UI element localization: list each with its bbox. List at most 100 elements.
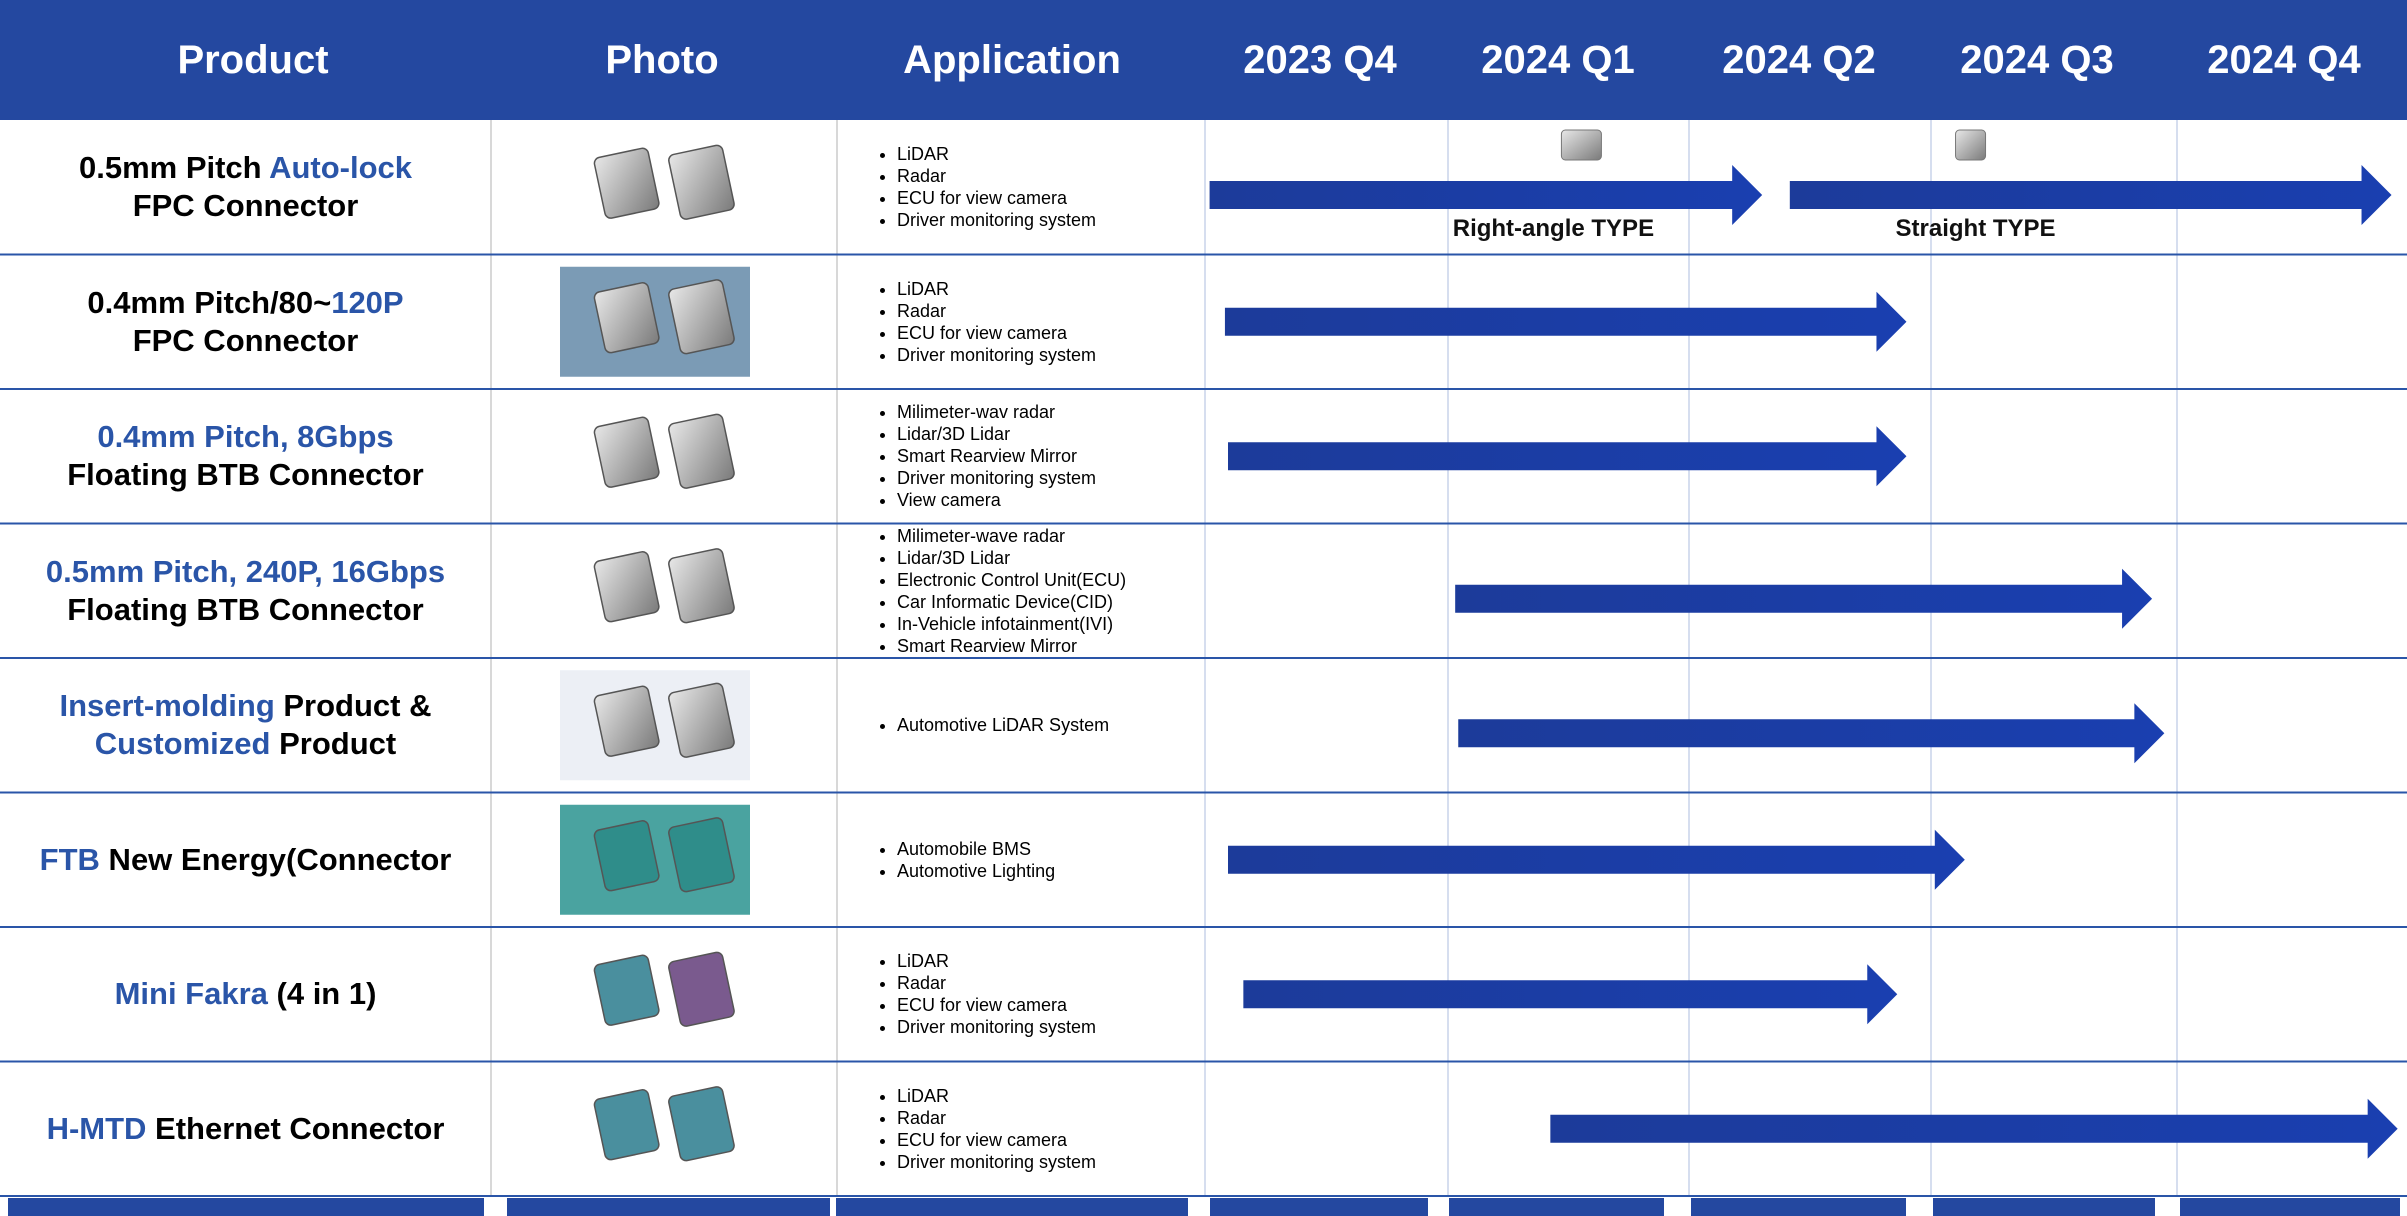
application-cell: LiDARRadarECU for view cameraDriver moni… xyxy=(837,927,1190,1062)
product-line: 0.4mm Pitch, 8Gbps xyxy=(97,418,393,456)
product-text: 120P xyxy=(331,284,404,320)
product-photo-part xyxy=(668,951,735,1027)
application-item: LiDAR xyxy=(897,143,1190,165)
application-list: LiDARRadarECU for view cameraDriver moni… xyxy=(837,143,1190,231)
footer-bar xyxy=(836,1198,1188,1216)
timeline-arrow xyxy=(1550,1098,2398,1159)
application-list: LiDARRadarECU for view cameraDriver moni… xyxy=(837,1085,1190,1173)
application-list: LiDARRadarECU for view cameraDriver moni… xyxy=(837,278,1190,366)
product-text: Customized xyxy=(94,726,271,762)
product-photo-part xyxy=(593,147,660,219)
application-cell: Milimeter-wav radarLidar/3D LidarSmart R… xyxy=(837,389,1190,524)
product-photo-part xyxy=(668,279,735,355)
product-line: FPC Connector xyxy=(133,322,359,360)
column-header: 2023 Q4 xyxy=(1243,37,1397,82)
product-photo-part xyxy=(668,144,735,220)
application-cell: LiDARRadarECU for view cameraDriver moni… xyxy=(837,120,1190,255)
product-name: Insert-molding Product & Customized Produ… xyxy=(0,658,491,793)
application-item: Radar xyxy=(897,1107,1190,1129)
product-photo-part xyxy=(668,413,735,489)
application-item: Milimeter-wave radar xyxy=(897,525,1190,547)
application-item: Lidar/3D Lidar xyxy=(897,423,1190,445)
product-line: Customized Product xyxy=(95,725,396,763)
product-text: Product xyxy=(270,726,397,762)
product-photo-part xyxy=(593,282,660,354)
product-text: FTB xyxy=(39,841,100,877)
header-bar xyxy=(0,0,2407,120)
product-line: FTB New Energy(Connector xyxy=(40,841,452,879)
application-list: Milimeter-wave radarLidar/3D LidarElectr… xyxy=(837,525,1190,657)
application-item: Car Informatic Device(CID) xyxy=(897,591,1190,613)
column-header: Photo xyxy=(605,37,719,82)
application-item: Driver monitoring system xyxy=(897,344,1190,366)
product-text: Floating BTB Connector xyxy=(67,457,424,493)
timeline-arrow xyxy=(1209,165,1763,225)
type-icon xyxy=(1955,129,1987,161)
application-item: Driver monitoring system xyxy=(897,209,1190,231)
product-name: 0.5mm Pitch Auto-lock FPC Connector xyxy=(0,120,491,255)
application-item: LiDAR xyxy=(897,278,1190,300)
application-cell: LiDARRadarECU for view cameraDriver moni… xyxy=(837,255,1190,390)
product-line: Floating BTB Connector xyxy=(67,591,423,629)
product-photo-part xyxy=(593,1089,660,1161)
timeline-arrow xyxy=(1224,291,1907,352)
product-name: 0.5mm Pitch, 240P, 16Gbps Floating BTB Co… xyxy=(0,524,491,659)
product-text: Product & xyxy=(274,688,432,724)
product-text: 0.4mm Pitch, 8Gbps xyxy=(97,419,394,455)
product-line: 0.5mm Pitch Auto-lock xyxy=(79,149,412,187)
product-text: Floating BTB Connector xyxy=(67,591,424,627)
footer-bar xyxy=(1449,1198,1664,1216)
column-header: 2024 Q3 xyxy=(1960,37,2114,82)
application-item: LiDAR xyxy=(897,950,1190,972)
product-text: H-MTD xyxy=(46,1110,147,1146)
arrow-label: Straight TYPE xyxy=(1895,215,2056,242)
column-header: 2024 Q4 xyxy=(2207,37,2361,82)
product-text: Auto-lock xyxy=(269,150,413,186)
footer-bar xyxy=(507,1198,830,1216)
product-photo-part xyxy=(668,817,735,893)
product-text: 0.5mm Pitch xyxy=(78,150,270,186)
footer-bar xyxy=(1933,1198,2155,1216)
timeline-arrow xyxy=(1458,703,2165,764)
product-line: 0.5mm Pitch, 240P, 16Gbps xyxy=(46,553,445,591)
timeline-arrow xyxy=(1228,829,1965,890)
timeline-arrow xyxy=(1455,568,2153,629)
product-text: Ethernet Connector xyxy=(146,1110,445,1146)
product-name: H-MTD Ethernet Connector xyxy=(0,1062,491,1197)
application-cell: Automobile BMSAutomotive Lighting xyxy=(837,793,1190,928)
product-text: 0.4mm Pitch/80~ xyxy=(87,284,332,320)
product-photo-part xyxy=(593,551,660,623)
application-item: ECU for view camera xyxy=(897,187,1190,209)
application-list: Automobile BMSAutomotive Lighting xyxy=(837,838,1190,882)
product-line: H-MTD Ethernet Connector xyxy=(47,1110,445,1148)
application-item: In-Vehicle infotainment(IVI) xyxy=(897,613,1190,635)
column-header: 2024 Q1 xyxy=(1481,37,1635,82)
product-line: Floating BTB Connector xyxy=(67,456,423,494)
footer-bar xyxy=(2180,1198,2400,1216)
column-header: 2024 Q2 xyxy=(1722,37,1876,82)
application-item: Radar xyxy=(897,300,1190,322)
footer-bar xyxy=(1691,1198,1906,1216)
application-list: Milimeter-wav radarLidar/3D LidarSmart R… xyxy=(837,401,1190,511)
application-cell: LiDARRadarECU for view cameraDriver moni… xyxy=(837,1062,1190,1197)
timeline-arrow xyxy=(1789,165,2392,225)
product-photo-part xyxy=(668,682,735,758)
application-item: Automotive Lighting xyxy=(897,860,1190,882)
product-photo-part xyxy=(593,416,660,488)
product-text: Insert-molding xyxy=(59,688,275,724)
footer-bar xyxy=(8,1198,484,1216)
application-item: ECU for view camera xyxy=(897,994,1190,1016)
application-list: LiDARRadarECU for view cameraDriver moni… xyxy=(837,950,1190,1038)
application-cell: Automotive LiDAR System xyxy=(837,658,1190,793)
application-cell: Milimeter-wave radarLidar/3D LidarElectr… xyxy=(837,524,1190,659)
application-item: Smart Rearview Mirror xyxy=(897,635,1190,657)
product-name: 0.4mm Pitch, 8Gbps Floating BTB Connector xyxy=(0,389,491,524)
product-name: Mini Fakra (4 in 1) xyxy=(0,927,491,1062)
timeline-arrow xyxy=(1243,964,1898,1025)
type-icon xyxy=(1560,129,1602,161)
application-item: ECU for view camera xyxy=(897,1129,1190,1151)
product-photo-part xyxy=(593,685,660,757)
timeline-arrow xyxy=(1228,426,1907,487)
application-item: Radar xyxy=(897,972,1190,994)
